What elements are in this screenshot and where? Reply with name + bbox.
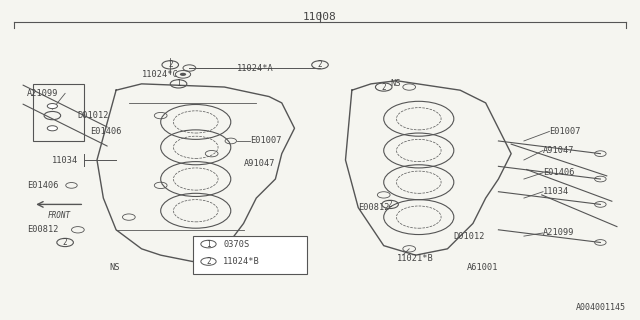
Text: NS: NS [390,79,401,88]
Text: NS: NS [109,263,120,272]
Text: A21099: A21099 [543,228,575,237]
Text: 11034: 11034 [52,156,79,164]
Text: 11024*A: 11024*A [237,63,274,73]
Text: 2: 2 [63,238,67,247]
Circle shape [47,126,58,131]
Text: E01007: E01007 [549,127,581,136]
Text: 2: 2 [168,60,173,69]
Text: E01406: E01406 [543,168,575,177]
Text: D01012: D01012 [454,232,485,241]
Text: 2: 2 [388,200,392,209]
Text: 0370S: 0370S [223,240,250,249]
Circle shape [47,104,58,108]
Text: E01406: E01406 [27,181,58,190]
Text: FRONT: FRONT [47,211,70,220]
Text: 2: 2 [206,257,211,266]
Text: E00812: E00812 [27,225,58,234]
Text: 1: 1 [176,79,181,88]
Text: E01007: E01007 [250,136,282,146]
Circle shape [180,73,186,76]
Text: A91047: A91047 [244,159,275,168]
Text: 11034: 11034 [543,187,569,196]
Text: 11021*B: 11021*B [396,254,433,263]
Text: 1: 1 [206,240,211,249]
Bar [33,84,84,141]
Text: 2: 2 [317,60,323,69]
Text: 11008: 11008 [303,12,337,22]
Text: E01406: E01406 [91,127,122,136]
Text: A21099: A21099 [27,89,58,98]
Text: A61001: A61001 [467,263,498,272]
Text: 11024*C: 11024*C [141,70,179,79]
Text: A91047: A91047 [543,146,575,155]
Bar [193,236,307,274]
Text: E00812: E00812 [358,203,390,212]
Text: A004001145: A004001145 [576,303,626,312]
Text: 2: 2 [381,83,386,92]
Text: 11024*B: 11024*B [223,257,260,266]
Text: D01012: D01012 [78,111,109,120]
